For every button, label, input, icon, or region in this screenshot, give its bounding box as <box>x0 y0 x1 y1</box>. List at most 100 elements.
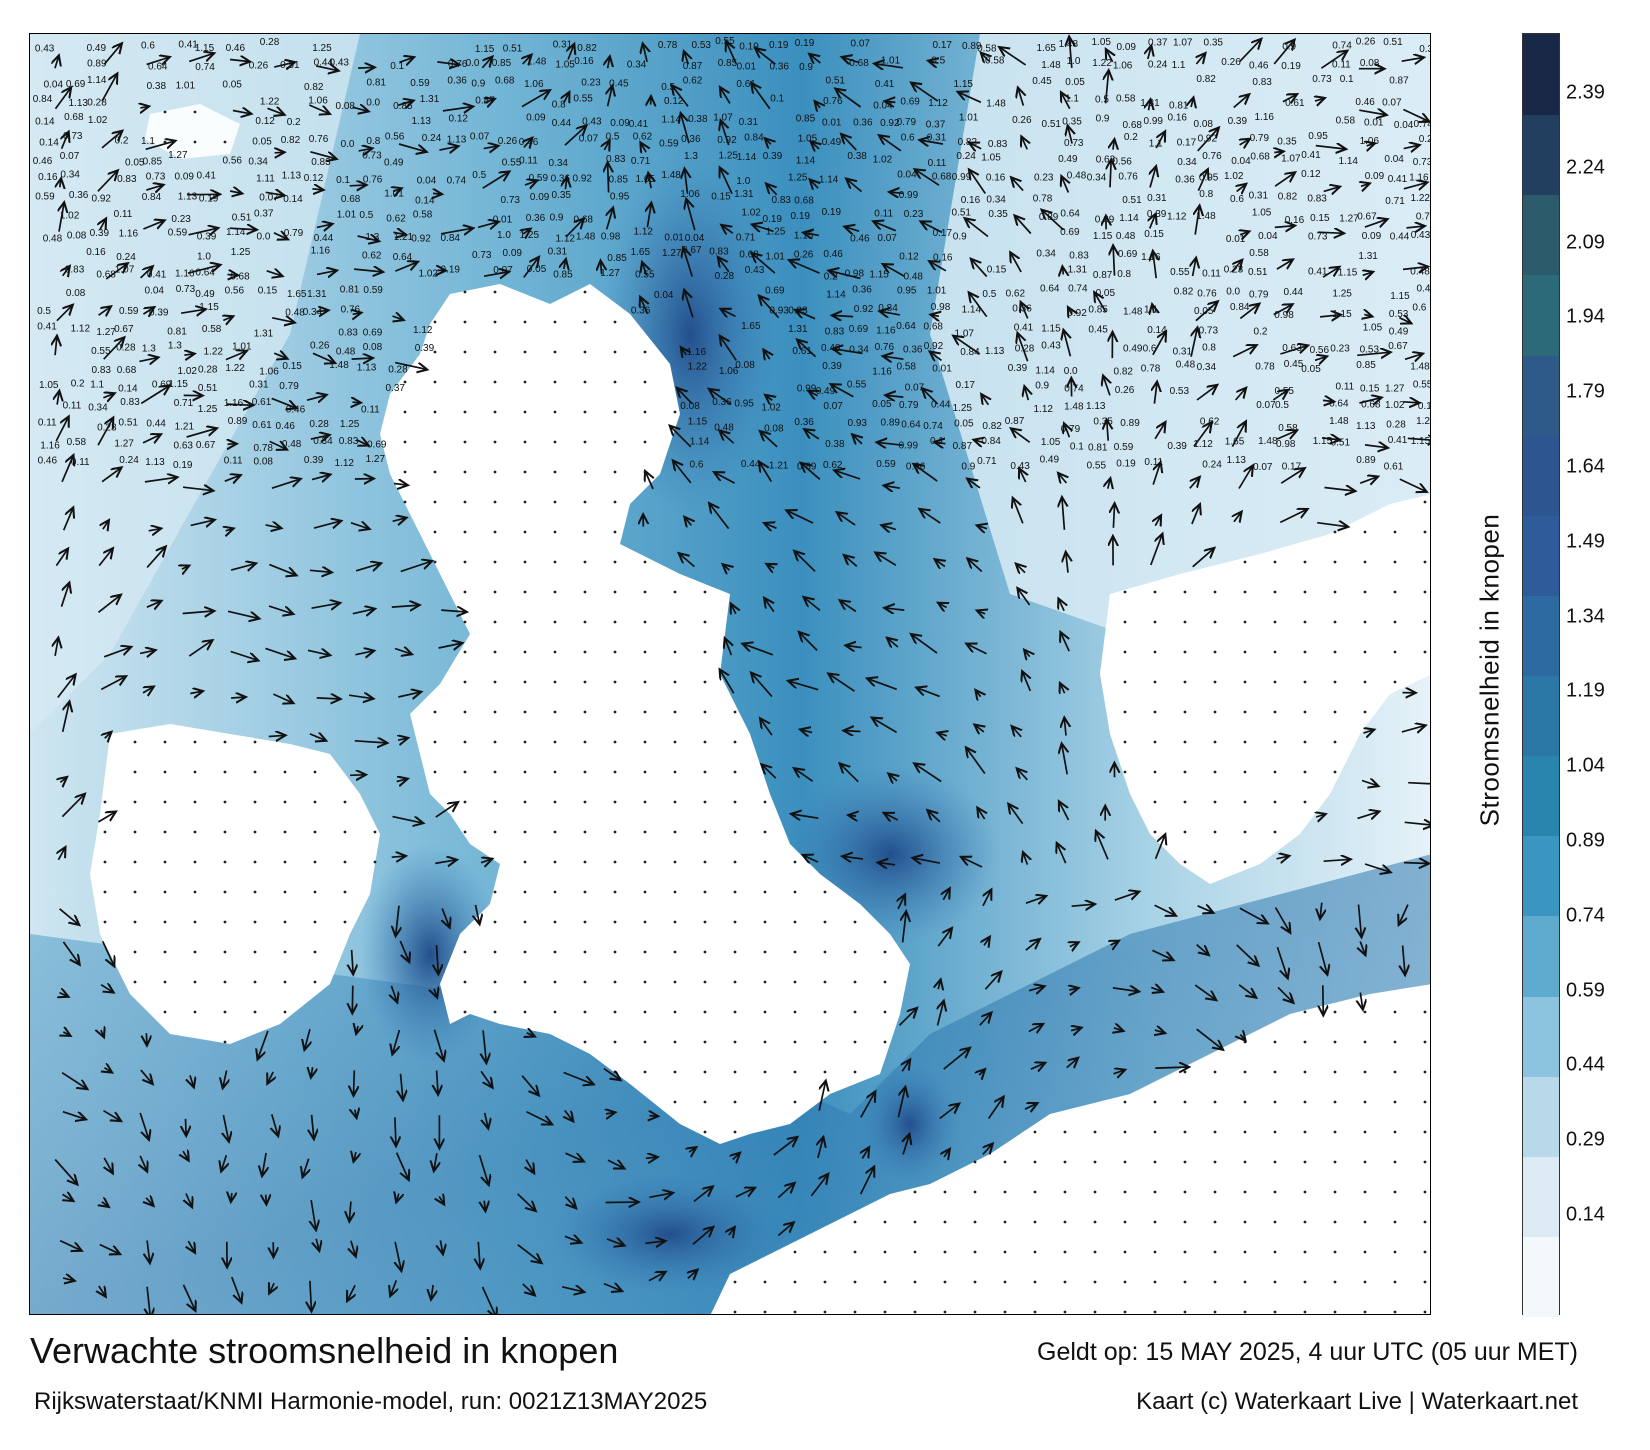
speed-value-label: 0.45 <box>1032 76 1052 87</box>
grid-dot <box>673 620 677 624</box>
current-arrow <box>62 1110 86 1120</box>
grid-dot <box>523 380 527 384</box>
grid-dot <box>1033 1250 1037 1254</box>
speed-value-label: 0.5 <box>931 56 945 67</box>
grid-dot <box>823 890 827 894</box>
grid-dot <box>973 1280 977 1284</box>
current-arrow <box>1110 159 1111 188</box>
speed-value-label: 1.22 <box>1411 193 1431 204</box>
speed-value-label: 1.25 <box>1416 416 1431 427</box>
current-arrow <box>97 418 113 446</box>
current-arrow <box>938 979 941 989</box>
speed-value-label: 0.2 <box>71 379 85 390</box>
speed-value-label: 1.27 <box>662 248 682 259</box>
grid-dot <box>643 710 647 714</box>
grid-dot <box>493 380 497 384</box>
grid-dot <box>1183 590 1187 594</box>
speed-value-label: 0.11 <box>71 457 90 468</box>
speed-value-label: 1.05 <box>39 380 59 391</box>
speed-value-label: 1.65 <box>287 289 307 300</box>
grid-dot <box>343 890 347 894</box>
current-arrow <box>564 1196 576 1209</box>
speed-value-label: 0.5 <box>359 210 373 221</box>
legend-tick-label: 1.94 <box>1566 305 1605 328</box>
current-arrow <box>310 435 330 439</box>
speed-value-label: 0.04 <box>1384 154 1404 165</box>
grid-dot <box>703 800 707 804</box>
grid-dot <box>1333 770 1337 774</box>
current-arrow <box>797 340 817 358</box>
current-arrow <box>935 559 945 566</box>
speed-value-label: 0.51 <box>503 44 523 55</box>
speed-value-label: 0.17 <box>956 380 976 391</box>
speed-value-label: 0.01 <box>737 61 757 72</box>
grid-dot <box>103 860 107 864</box>
grid-dot <box>583 590 587 594</box>
speed-value-label: 0.37 <box>386 383 406 394</box>
grid-dot <box>1393 1070 1397 1074</box>
current-arrow <box>228 444 237 445</box>
current-arrow <box>97 170 118 192</box>
grid-dot <box>553 560 557 564</box>
current-arrow <box>938 1001 944 1026</box>
speed-value-label: 1.16 <box>687 347 707 358</box>
current-arrow <box>143 687 154 693</box>
current-arrow <box>60 777 67 783</box>
grid-dot <box>1033 1160 1037 1164</box>
speed-value-label: 1.14 <box>87 75 107 86</box>
grid-dot <box>553 710 557 714</box>
current-arrow <box>1364 730 1375 734</box>
current-arrow <box>681 113 690 144</box>
speed-value-label: 0.49 <box>1040 455 1060 466</box>
grid-dot <box>1333 620 1337 624</box>
grid-dot <box>943 1310 947 1314</box>
land-western-island <box>90 724 380 1044</box>
current-arrow <box>979 1069 985 1075</box>
speed-value-label: 0.76 <box>363 174 383 185</box>
grid-dot <box>613 830 617 834</box>
speed-value-label: 0.38 <box>688 114 708 125</box>
current-arrow <box>441 610 467 612</box>
legend-color-step <box>1523 915 1559 997</box>
speed-value-label: 1.01 <box>881 55 901 66</box>
speed-value-label: 1.48 <box>1410 361 1430 372</box>
grid-dot <box>1303 1010 1307 1014</box>
speed-value-label: 0.43 <box>582 117 602 128</box>
speed-value-label: 0.23 <box>97 423 117 434</box>
speed-value-label: 0.79 <box>1061 424 1081 435</box>
current-arrow <box>672 85 689 107</box>
grid-dot <box>403 500 407 504</box>
speed-value-label: 0.0 <box>257 232 271 243</box>
grid-dot <box>613 410 617 414</box>
current-arrow <box>604 140 609 150</box>
legend-tick-label: 2.09 <box>1566 231 1605 254</box>
speed-value-label: 0.39 <box>304 455 324 466</box>
speed-value-label: 1.11 <box>256 173 275 184</box>
current-arrow <box>183 487 213 491</box>
speed-value-label: 0.48 <box>1410 267 1430 278</box>
grid-dot <box>583 950 587 954</box>
current-arrow <box>1193 258 1197 277</box>
speed-value-label: 0.48 <box>821 343 841 354</box>
grid-dot <box>253 980 257 984</box>
grid-dot <box>1153 1280 1157 1284</box>
speed-value-label: 0.48 <box>1116 231 1136 242</box>
grid-dot <box>223 890 227 894</box>
speed-value-label: 0.64 <box>1040 284 1060 295</box>
grid-dot <box>193 920 197 924</box>
current-arrow <box>803 855 819 862</box>
speed-value-label: 0.98 <box>1274 310 1294 321</box>
speed-value-label: 0.79 <box>1250 133 1270 144</box>
grid-dot <box>1183 1130 1187 1134</box>
current-arrow <box>1315 146 1346 150</box>
current-arrow <box>396 905 399 937</box>
grid-dot <box>523 980 527 984</box>
speed-value-label: 0.76 <box>875 342 895 353</box>
grid-dot <box>1423 1100 1427 1104</box>
grid-dot <box>763 1070 767 1074</box>
grid-dot <box>1423 530 1427 534</box>
grid-dot <box>1213 830 1217 834</box>
grid-dot <box>1363 1100 1367 1104</box>
grid-dot <box>493 320 497 324</box>
speed-value-label: 0.59 <box>363 285 383 296</box>
